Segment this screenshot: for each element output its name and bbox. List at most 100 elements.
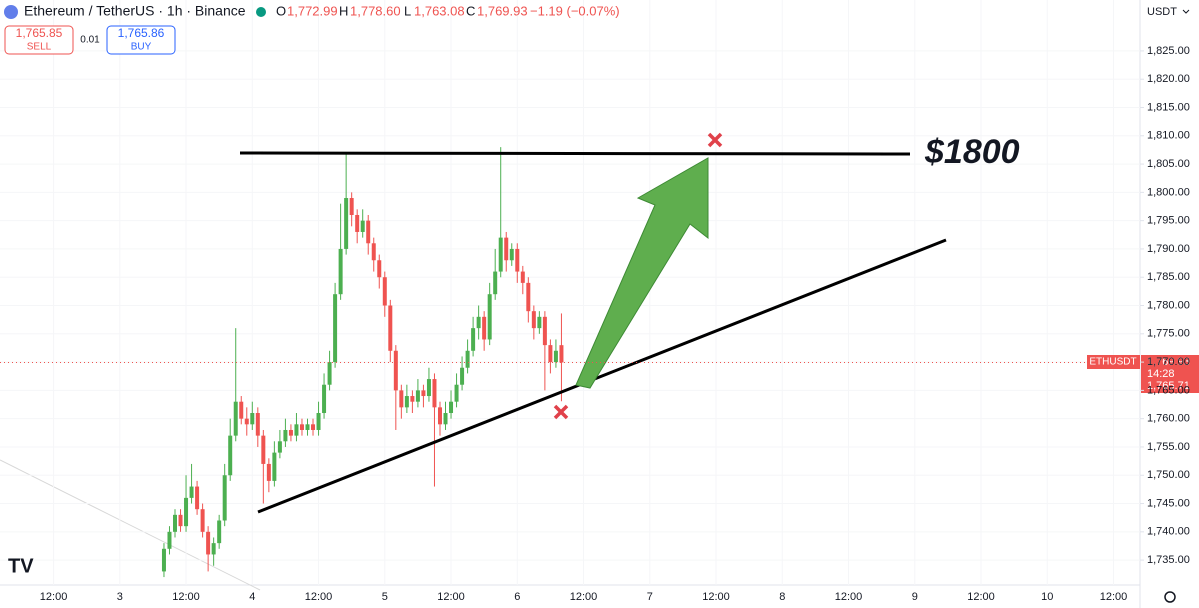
candle-body [250,413,255,425]
symbol-tag: ETHUSDT [1089,357,1136,368]
candle-body [261,435,266,464]
y-tick-label: 1,765.00 [1147,384,1190,396]
ohlc-label: C [466,3,475,18]
y-tick-label: 1,750.00 [1147,469,1190,481]
y-tick-label: 1,790.00 [1147,243,1190,255]
x-tick-label: 12:00 [305,591,333,603]
x-tick-label: 5 [382,591,388,603]
bid-price: 1,765.71 [1147,380,1190,392]
candle-body [366,220,371,244]
x-tick-label: 12:00 [835,591,863,603]
candle-body [404,396,409,408]
y-tick-label: 1,815.00 [1147,101,1190,113]
buy-button[interactable] [106,25,176,55]
candle-body [421,390,426,397]
x-tick-label: 12:00 [172,591,200,603]
x-tick-label: 12:00 [967,591,995,603]
last-price: 1,769.93 [1147,356,1190,368]
candle-body [233,401,238,436]
x-tick-label: 8 [779,591,785,603]
candle-body [393,350,398,391]
x-tick-label: 12:00 [40,591,68,603]
currency[interactable]: USDT [1147,6,1177,18]
dropdown-icon [1182,9,1190,14]
candle-body [161,548,166,572]
candle-body [244,418,249,425]
candle-body [371,243,376,261]
y-tick-label: 1,810.00 [1147,130,1190,142]
ohlc-value: 1,763.08 [414,3,465,18]
candle-body [239,401,244,419]
resistance-line [239,151,911,156]
ohlc-value: 1,769.93 [477,3,528,18]
candle-body [531,311,536,329]
candle-body [322,384,327,414]
x-tick-label: 6 [514,591,520,603]
symbol-tag-bg [1087,355,1140,369]
candle-body [333,294,338,363]
y-tick-label: 1,775.00 [1147,328,1190,340]
y-tick-label: 1,795.00 [1147,215,1190,227]
candle-body [476,316,481,329]
sell-price: 1,765.85 [16,26,63,40]
candle-body [449,401,454,414]
candle-body [465,350,470,368]
symbol[interactable]: Ethereum / TetherUS · 1h · Binance [24,3,246,19]
y-tick-label: 1,805.00 [1147,158,1190,170]
y-tick-label: 1,760.00 [1147,413,1190,425]
candle-body [498,237,503,272]
candle-body [305,424,310,430]
candle-body [355,214,360,232]
candle-body [211,543,216,555]
candle-body [294,424,299,436]
candle-body [454,384,459,402]
candle-body [520,271,525,283]
arrow [575,157,709,389]
candle-body [349,198,354,215]
candle-body [509,248,514,261]
y-tick-label: 1,800.00 [1147,186,1190,198]
candle-body [206,531,211,555]
logo[interactable]: TV [8,555,34,577]
y-tick-label: 1,770.00 [1147,356,1190,368]
x-tick-label: 3 [117,591,123,603]
y-tick-label: 1,735.00 [1147,554,1190,566]
drawing-line [0,459,261,591]
candle-body [559,345,564,363]
candle-body [399,390,404,408]
ohlc-value: 1,778.60 [350,3,401,18]
sell-label: SELL [27,42,52,53]
x-mark [553,404,569,420]
x-tick-label: 12:00 [437,591,465,603]
candle-body [426,379,431,397]
y-tick-label: 1,825.00 [1147,45,1190,57]
candle-body [388,305,393,351]
candle-body [382,277,387,306]
candle-body [277,441,282,453]
ohlc-label: L [404,3,411,18]
y-tick-label: 1,785.00 [1147,271,1190,283]
coin-icon [4,5,18,19]
candle-body [217,520,222,544]
candle-body [327,362,332,385]
x-tick-label: 7 [647,591,653,603]
candle-body [195,486,200,510]
candle-body [288,429,293,436]
candle-body [338,248,343,295]
candle-body [415,390,420,402]
candle-body [283,429,288,442]
spread: 0.01 [80,35,100,46]
sell-button[interactable] [4,25,74,55]
settings-icon[interactable] [1164,591,1176,603]
candle-body [311,424,316,430]
x-tick-label: 12:00 [702,591,730,603]
candle-body [542,316,547,346]
x-tick-label: 12:00 [570,591,598,603]
buy-label: BUY [131,42,152,53]
candle-body [471,328,476,351]
price-tag-bg [1141,355,1199,393]
plot-area [161,147,564,578]
y-tick-label: 1,740.00 [1147,526,1190,538]
